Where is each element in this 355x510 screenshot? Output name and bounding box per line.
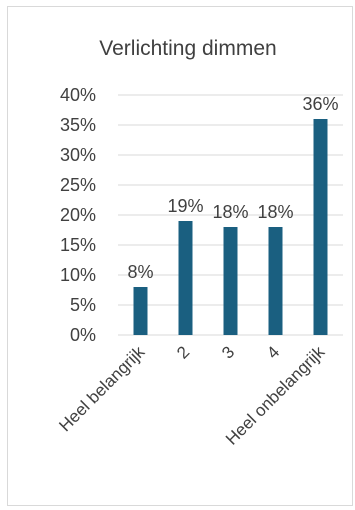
y-tick-label: 20% xyxy=(60,205,96,225)
data-labels: 8% 19% 18% 18% 36% xyxy=(127,94,338,282)
y-tick-label: 30% xyxy=(60,145,96,165)
bar xyxy=(313,119,328,335)
bar xyxy=(223,227,238,335)
x-tick-label: 4 xyxy=(263,342,283,362)
x-tick-label: 2 xyxy=(173,342,193,362)
data-label: 19% xyxy=(167,196,203,216)
bar xyxy=(178,221,193,335)
y-tick-label: 35% xyxy=(60,115,96,135)
y-tick-label: 40% xyxy=(60,85,96,105)
y-tick-label: 5% xyxy=(70,295,96,315)
data-label: 18% xyxy=(212,202,248,222)
bar-chart: Verlichting dimmen 0% 5% 10% 15% 20% 25% 30% 35… xyxy=(55,37,343,449)
x-tick-label: Heel belangrijk xyxy=(55,342,148,435)
bar xyxy=(268,227,283,335)
chart-title: Verlichting dimmen xyxy=(99,37,276,60)
gridlines xyxy=(118,94,343,336)
data-label: 36% xyxy=(302,94,338,114)
y-axis-ticks: 0% 5% 10% 15% 20% 25% 30% 35% 40% xyxy=(60,85,96,345)
x-tick-label: 3 xyxy=(218,342,238,362)
y-tick-label: 0% xyxy=(70,325,96,345)
bars xyxy=(133,119,328,335)
bar xyxy=(133,287,148,335)
chart-frame: Verlichting dimmen 0% 5% 10% 15% 20% 25% 30% 35… xyxy=(7,6,353,506)
y-tick-label: 10% xyxy=(60,265,96,285)
data-label: 18% xyxy=(257,202,293,222)
y-tick-label: 25% xyxy=(60,175,96,195)
data-label: 8% xyxy=(127,262,153,282)
y-tick-label: 15% xyxy=(60,235,96,255)
